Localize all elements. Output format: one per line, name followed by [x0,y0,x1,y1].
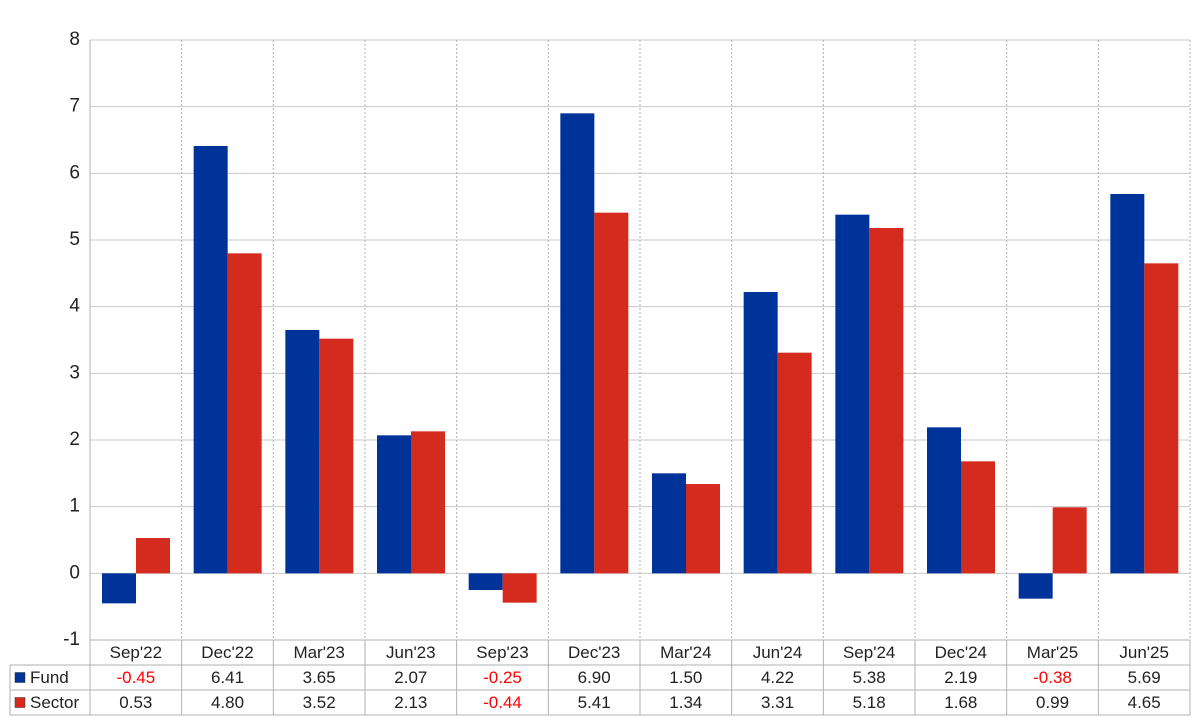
bar [594,212,629,574]
table-value: -0.44 [483,693,522,712]
bar [468,573,503,590]
bar [193,146,228,574]
legend-swatch [14,697,26,708]
bar [227,253,262,574]
y-tick-label: -1 [63,629,80,650]
bar [102,573,136,604]
x-tick-label: Mar'23 [293,643,344,662]
table-value: 5.38 [853,668,886,687]
table-value: 3.52 [303,693,336,712]
x-tick-label: Jun'23 [386,643,436,662]
bar [502,573,537,603]
y-tick-label: 2 [69,429,80,450]
table-value: -0.38 [1033,668,1072,687]
y-tick-label: 5 [69,229,80,250]
legend-swatch [14,672,26,683]
bar [927,427,961,574]
bar [869,228,904,574]
y-tick-label: 7 [69,96,80,117]
table-value: 5.41 [578,693,611,712]
table-value: 2.07 [394,668,427,687]
table-value: 3.31 [761,693,794,712]
bar [560,113,595,574]
legend-label: Sector [30,693,79,712]
bar [961,461,995,574]
table-value: 1.50 [669,668,702,687]
x-tick-label: Mar'25 [1027,643,1078,662]
bar [1052,507,1087,574]
table-value: 3.65 [303,668,336,687]
y-tick-label: 0 [69,562,80,583]
x-tick-label: Dec'24 [935,643,987,662]
y-tick-label: 8 [69,29,80,50]
bar [1018,573,1053,599]
bar [777,352,812,574]
bar [319,338,354,574]
table-value: 6.41 [211,668,244,687]
x-tick-label: Dec'22 [201,643,253,662]
table-value: 1.34 [669,693,702,712]
legend-label: Fund [30,668,69,687]
table-value: 4.80 [211,693,244,712]
bar [1110,194,1145,574]
bar [285,330,320,574]
bar [686,484,720,574]
x-tick-label: Sep'22 [110,643,162,662]
table-value: 4.22 [761,668,794,687]
x-tick-label: Jun'24 [753,643,803,662]
y-tick-label: 1 [69,496,80,517]
table-value: -0.25 [483,668,522,687]
x-tick-label: Sep'24 [843,643,895,662]
table-value: -0.45 [116,668,155,687]
x-tick-label: Jun'25 [1119,643,1169,662]
y-tick-label: 4 [69,296,80,317]
y-tick-label: 6 [69,162,80,183]
bar [377,435,411,574]
y-tick-label: 3 [69,362,80,383]
table-value: 0.99 [1036,693,1069,712]
table-value: 6.90 [578,668,611,687]
table-value: 0.53 [119,693,152,712]
x-tick-label: Sep'23 [476,643,528,662]
x-tick-label: Mar'24 [660,643,711,662]
table-value: 2.19 [944,668,977,687]
bar [411,431,445,574]
bar [652,473,686,574]
table-value: 1.68 [944,693,977,712]
bar [743,292,778,574]
table-value: 2.13 [394,693,427,712]
table-value: 5.69 [1128,668,1161,687]
bar [835,214,870,574]
table-value: 5.18 [853,693,886,712]
table-value: 4.65 [1128,693,1161,712]
bar [136,538,170,574]
x-tick-label: Dec'23 [568,643,620,662]
bar [1144,263,1179,574]
